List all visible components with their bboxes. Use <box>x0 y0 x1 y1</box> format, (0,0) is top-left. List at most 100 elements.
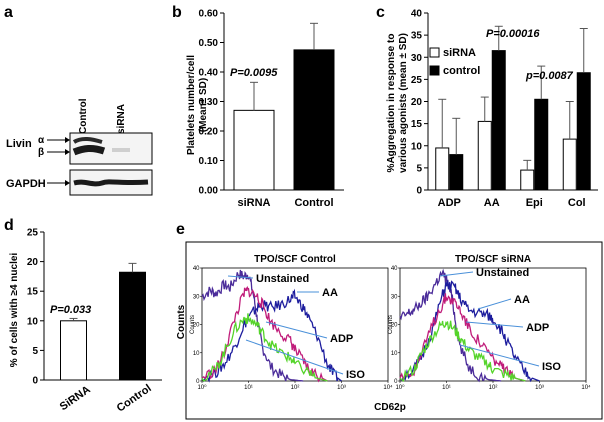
flow-curve-label: AA <box>514 294 530 306</box>
lane-label-control: Control <box>78 98 89 134</box>
flow-curve-label: ISO <box>346 369 365 381</box>
panel-e-xlabel: CD62p <box>374 402 406 413</box>
flow-curve-adp <box>201 285 328 383</box>
flow-x-tick-label: 10⁰ <box>197 384 207 391</box>
panel-c-category-label: Col <box>568 197 586 209</box>
panel-d-y-tick-label: 10 <box>27 316 39 327</box>
flow-y-tick-label: 40 <box>193 266 200 272</box>
panel-b-category-label: siRNA <box>237 197 270 209</box>
flow-label-arrow-icon <box>439 271 474 277</box>
panel-c-y-tick-label: 10 <box>411 141 423 152</box>
flow-label-arrow-icon <box>477 298 512 310</box>
panel-b-y-tick-label: 0.00 <box>199 186 219 197</box>
beta-arrowhead-icon <box>65 149 70 155</box>
panel-letter-d: d <box>4 217 14 234</box>
flow-y-tick-label: 20 <box>391 323 398 329</box>
panel-b-ylabel-line2: (Mean± SD) <box>198 78 209 132</box>
panel-e: e Counts CD62p TPO/SCF Control Counts 0 10 2… <box>176 221 603 420</box>
flow-x-tick-label: 10⁰ <box>395 384 405 391</box>
panel-e-ylabel: Counts <box>176 304 187 339</box>
flow-y-tick-label: 20 <box>193 323 200 329</box>
panel-b-bar <box>233 109 275 191</box>
panel-letter-a: a <box>4 4 13 21</box>
flow-y-tick-label: 30 <box>193 294 200 300</box>
flow-y-tick-label: 10 <box>391 351 398 357</box>
flow-plot-control: TPO/SCF Control Counts 0 10 20 30 40 10⁰ 10¹ 10² 1… <box>190 254 393 391</box>
panel-d: d 0 5 10 15 20 25 SiRNA Control % of cells with… <box>4 217 162 415</box>
panel-b-pvalue: P=0.0095 <box>230 67 278 79</box>
flow-label-arrow-icon <box>459 344 540 367</box>
flow-curve-label: ADP <box>330 333 353 345</box>
panel-c-y-tick-label: 30 <box>411 53 423 64</box>
panel-b-bar <box>293 49 335 191</box>
panel-letter-e: e <box>176 221 185 238</box>
legend-swatch-sirna <box>429 47 440 58</box>
flow-label-arrow-icon <box>227 275 254 279</box>
row-label-gapdh: GAPDH <box>6 178 46 190</box>
panel-c-ylabel: %Aggregation in response to <box>386 34 397 173</box>
gapdh-band <box>73 179 149 187</box>
panel-c-bar <box>576 72 591 191</box>
flow-y-tick-label: 0 <box>394 379 398 385</box>
panel-c-y-tick-label: 20 <box>411 97 423 108</box>
flow-curve-iso <box>201 313 328 382</box>
row-label-livin: Livin <box>6 138 32 150</box>
livin-alpha-band <box>72 137 103 144</box>
panel-c-bar <box>477 120 492 191</box>
flow-label-arrow-icon <box>265 321 328 339</box>
legend-label-control: control <box>443 65 480 77</box>
legend-swatch-control <box>429 65 440 76</box>
panel-c-bar <box>520 169 535 191</box>
flow-curve-label: Unstained <box>476 267 529 279</box>
panel-c-category-label: AA <box>484 197 500 209</box>
panel-letter-c: c <box>376 4 385 21</box>
flow-x-tick-label: 10² <box>489 385 498 391</box>
panel-c-pvalue-epi: p=0.0087 <box>525 70 574 82</box>
panel-b-category-label: Control <box>294 197 333 209</box>
panel-d-category-label: Control <box>115 382 154 414</box>
panel-c-bar <box>449 154 464 191</box>
panel-d-y-tick-label: 15 <box>27 287 39 298</box>
flow-plot-title: TPO/SCF Control <box>254 254 336 265</box>
panel-d-bar <box>119 271 146 381</box>
panel-b-y-tick-label: 0.30 <box>199 97 219 108</box>
panel-d-y-tick-label: 0 <box>32 376 38 387</box>
flow-plot-title: TPO/SCF siRNA <box>455 254 531 265</box>
flow-curve-aa <box>201 288 342 383</box>
panel-d-pvalue: P=0.033 <box>50 304 91 316</box>
flow-y-tick-label: 0 <box>196 379 200 385</box>
flow-x-tick-label: 10⁴ <box>581 384 591 391</box>
panel-c-bar <box>491 50 506 191</box>
panel-d-y-tick-label: 20 <box>27 257 39 268</box>
panel-d-bar <box>60 320 87 381</box>
livin-sirna-band <box>112 148 130 152</box>
panel-d-y-tick-label: 25 <box>27 228 39 239</box>
panel-c-category-label: Epi <box>526 197 543 209</box>
gapdh-arrowhead-icon <box>65 180 70 186</box>
panel-b-y-tick-label: 0.50 <box>199 38 219 49</box>
isoform-beta-label: β <box>38 147 44 158</box>
panel-a: a Control siRNA Livin α β GAPDH <box>4 4 153 196</box>
flow-x-tick-label: 10³ <box>337 385 346 391</box>
isoform-alpha-label: α <box>38 135 45 146</box>
panel-c-bar <box>435 147 450 191</box>
panel-b-ylabel: Platelets number/cell <box>186 55 197 155</box>
panel-c-bar <box>534 98 549 191</box>
flow-plot-ylabel: Counts <box>190 315 196 334</box>
panel-c-bar <box>562 138 577 191</box>
flow-curve-label: ISO <box>542 361 561 373</box>
panel-letter-b: b <box>172 4 182 21</box>
panel-b-y-tick-label: 0.60 <box>199 9 219 20</box>
flow-curve-label: Unstained <box>256 273 309 285</box>
panel-b-y-tick-label: 0.40 <box>199 68 219 79</box>
lane-label-sirna: siRNA <box>116 104 127 134</box>
flow-y-tick-label: 40 <box>391 266 398 272</box>
panel-b-y-tick-label: 0.10 <box>199 156 219 167</box>
flow-curve-unstained <box>201 269 304 382</box>
legend-label-sirna: siRNA <box>443 47 476 59</box>
panel-c-ylabel-line2: various agonists (mean ± SD) <box>398 33 409 173</box>
flow-x-tick-label: 10¹ <box>244 385 253 391</box>
panel-b: b 0.00 0.10 0.20 0.30 0.40 0.50 0.60 siRNA Contr… <box>172 4 344 209</box>
flow-plot-sirna: TPO/SCF siRNA Counts 0 10 20 30 40 10⁰ 10¹ 10² 10³… <box>388 254 591 391</box>
